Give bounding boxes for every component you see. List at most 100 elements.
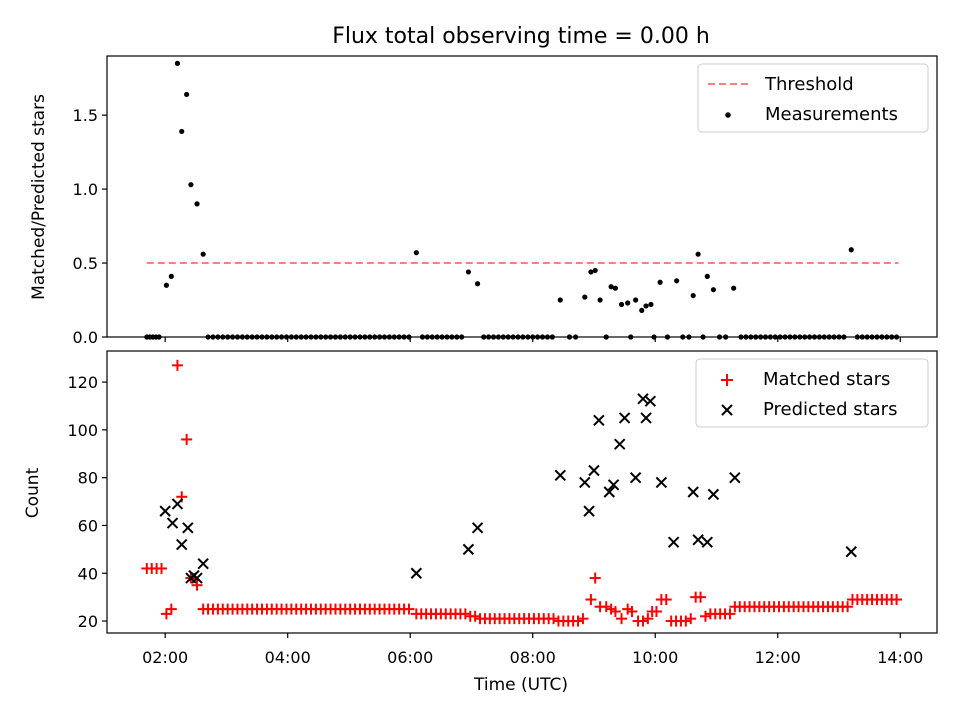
lower-x-axis-ticks: 02:00 04:00 06:00 08:00 10:00 12:00 14:00 <box>142 633 923 667</box>
measurement-points-layer <box>144 60 900 340</box>
measurement-point <box>557 297 563 303</box>
measurement-point <box>495 334 502 340</box>
matched-star-marker <box>616 613 628 625</box>
measurement-point <box>572 334 579 340</box>
measurement-point <box>367 334 373 340</box>
matched-star-marker <box>160 608 172 620</box>
measurement-point <box>308 334 314 340</box>
measurement-point <box>254 334 260 340</box>
measurement-point <box>510 334 516 340</box>
predicted-star-marker <box>629 471 642 484</box>
measurement-point <box>859 334 865 340</box>
predicted-star-marker <box>729 471 741 484</box>
matched-star-marker <box>548 613 560 625</box>
matched-star-marker <box>600 601 612 613</box>
measurement-point <box>239 334 245 340</box>
measurement-point <box>465 269 472 275</box>
predicted-star-marker <box>637 393 649 405</box>
measurement-point <box>505 334 511 340</box>
measurement-point <box>792 334 798 340</box>
measurement-point <box>841 334 847 340</box>
matched-star-marker <box>469 610 481 622</box>
lower-y-axis-label: Count <box>23 467 43 518</box>
measurement-point <box>535 334 541 340</box>
legend-threshold-label: Threshold <box>764 74 854 95</box>
predicted-star-marker <box>182 522 194 534</box>
lower-y-tick-label: 80 <box>78 469 98 488</box>
measurement-point <box>633 297 639 303</box>
matched-star-marker <box>609 605 621 617</box>
predicted-star-marker <box>692 534 704 546</box>
measurement-point <box>288 334 294 340</box>
measurement-point <box>381 334 388 340</box>
measurement-point <box>352 334 358 340</box>
measurement-point <box>826 334 832 340</box>
lower-y-axis-ticks: 20 40 60 80 100 120 <box>67 373 107 631</box>
measurement-point <box>274 334 280 340</box>
measurement-point <box>303 334 309 340</box>
measurement-point <box>264 334 270 340</box>
measurement-point <box>753 334 759 340</box>
measurement-point <box>787 334 793 340</box>
measurement-point <box>362 334 368 340</box>
predicted-star-marker <box>640 412 652 424</box>
measurement-point <box>234 334 241 340</box>
predicted-star-marker <box>701 536 714 548</box>
measurement-point <box>220 334 226 340</box>
measurement-point <box>657 279 663 285</box>
measurement-point <box>357 334 363 340</box>
x-tick-label: 08:00 <box>510 648 556 667</box>
measurement-point <box>704 273 710 279</box>
measurement-point <box>811 334 818 340</box>
measurement-point <box>582 294 588 300</box>
x-axis-label: Time (UTC) <box>473 675 568 695</box>
measurement-point <box>269 334 275 340</box>
matched-star-marker <box>699 610 711 622</box>
measurement-point <box>298 334 304 340</box>
measurement-point <box>318 334 324 340</box>
measurement-point <box>549 334 555 340</box>
predicted-star-marker <box>410 567 423 579</box>
measurement-point <box>376 334 383 340</box>
measurement-point <box>625 300 631 306</box>
measurement-point <box>731 285 737 291</box>
measurement-point <box>520 334 526 340</box>
measurement-point <box>215 334 221 340</box>
measurement-point <box>156 334 162 340</box>
x-tick-label: 14:00 <box>877 648 923 667</box>
measurement-point <box>225 334 231 340</box>
predicted-star-marker <box>197 557 209 570</box>
predicted-star-marker <box>618 412 631 424</box>
upper-x-axis-ticks <box>164 337 901 342</box>
measurement-point <box>500 334 506 340</box>
measurement-point <box>539 334 546 340</box>
measurement-point <box>603 334 609 340</box>
chart-title: Flux total observing time = 0.00 h <box>332 24 710 49</box>
upper-y-tick-label: 0.0 <box>73 328 98 347</box>
measurement-point <box>205 334 211 340</box>
predicted-star-marker <box>613 438 626 450</box>
measurement-point <box>486 334 492 340</box>
measurement-point <box>588 269 594 275</box>
measurement-point <box>592 267 598 274</box>
measurement-point <box>200 251 206 257</box>
measurement-point <box>544 334 551 340</box>
lower-legend-box <box>695 358 929 428</box>
matched-star-marker <box>642 613 654 625</box>
measurement-point <box>174 60 181 66</box>
predicted-star-marker <box>687 486 699 498</box>
matched-star-marker <box>626 605 638 617</box>
measurement-point <box>229 334 236 340</box>
measurement-point <box>413 250 419 256</box>
x-tick-label: 10:00 <box>632 648 678 667</box>
matched-star-marker <box>181 433 193 445</box>
measurement-point <box>419 334 426 340</box>
measurement-point <box>893 334 900 340</box>
measurement-point <box>806 334 813 340</box>
predicted-star-marker <box>471 522 484 534</box>
legend-measurements-label: Measurements <box>765 104 898 125</box>
measurement-point <box>767 334 773 340</box>
matched-star-marker <box>891 594 903 606</box>
measurement-point <box>612 285 619 291</box>
matched-star-marker <box>589 572 601 584</box>
